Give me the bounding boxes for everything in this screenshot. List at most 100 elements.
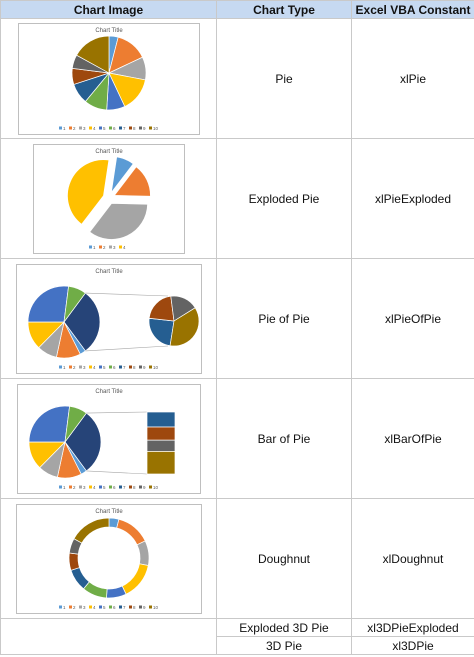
legend-swatch [78, 485, 82, 488]
image-cell: Chart Title 1 2 3 4 [0, 138, 217, 259]
chart-type-cell: Doughnut [216, 498, 352, 619]
legend-swatch [108, 365, 112, 368]
chart-type-cell: Exploded 3D Pie [216, 618, 352, 637]
legend-swatch [128, 365, 132, 368]
legend-label: 7 [123, 125, 126, 130]
pie-slice [88, 202, 148, 240]
legend-swatch [148, 485, 152, 488]
legend-label: 3 [83, 484, 86, 489]
legend-label: 6 [113, 125, 116, 130]
legend-swatch [98, 605, 102, 608]
legend-swatch [98, 485, 102, 488]
pie-slice [169, 306, 199, 346]
legend-swatch [138, 485, 142, 488]
legend-label: 1 [93, 244, 96, 249]
table-row: Exploded 3D Pie xl3DPieExploded [0, 618, 474, 655]
legend-label: 3 [113, 244, 116, 249]
legend-label: 7 [123, 364, 126, 369]
table-row: Chart Title 1 2 3 4 5 6 7 8 9 10 Pie of Pie xlPieOfP… [0, 258, 474, 379]
table-row: 3D Pie xl3DPie [1, 636, 474, 655]
legend-swatch [78, 365, 82, 368]
thumbnail-title: Chart Title [95, 28, 123, 34]
constant-cell: xlBarOfPie [351, 378, 474, 499]
pie-slice [72, 517, 109, 544]
legend-label: 2 [103, 244, 106, 249]
table-row: Chart Title 1 2 3 4 Exploded Pie xlPieExploded [0, 138, 474, 259]
legend-label: 9 [143, 604, 146, 609]
pie-slice [113, 165, 151, 197]
table-row: Chart Title 1 2 3 4 5 6 7 8 9 10 Bar of Pie xlBarOfP… [0, 378, 474, 499]
legend-label: 8 [133, 125, 136, 130]
chart-thumbnail: Chart Title 1 2 3 4 5 6 7 8 9 10 [15, 263, 202, 374]
constant-cell: xlPie [351, 18, 474, 139]
legend-swatch [128, 485, 132, 488]
legend-label: 5 [103, 604, 106, 609]
chart-thumbnail: Chart Title 1 2 3 4 [32, 143, 185, 254]
legend-swatch [78, 605, 82, 608]
header-row: Chart Image Chart Type Excel VBA Constan… [0, 0, 474, 19]
legend-label: 6 [113, 484, 116, 489]
legend-label: 8 [133, 364, 136, 369]
thumbnail-title: Chart Title [95, 389, 123, 395]
legend-swatch [58, 365, 62, 368]
pie-slice [28, 405, 70, 442]
legend-swatch [108, 485, 112, 488]
connector [84, 345, 168, 351]
legend-label: 4 [93, 484, 96, 489]
legend-swatch [138, 605, 142, 608]
legend-swatch [148, 126, 152, 129]
pie-slice [62, 285, 86, 323]
legend-swatch [118, 365, 122, 368]
legend-swatch [88, 245, 92, 248]
legend-label: 10 [153, 364, 159, 369]
constant-cell: xl3DPieExploded [351, 618, 474, 637]
thumbnail-title: Chart Title [95, 269, 123, 275]
legend-swatch [108, 605, 112, 608]
legend-swatch [98, 365, 102, 368]
legend-label: 4 [93, 125, 96, 130]
pie-slice [148, 317, 174, 346]
legend-swatch [68, 126, 72, 129]
legend-swatch [148, 605, 152, 608]
chart-type-cell: Pie [216, 18, 352, 139]
legend-label: 4 [123, 244, 126, 249]
pie-slice [63, 405, 87, 443]
legend-swatch [148, 365, 152, 368]
pie-slice [110, 155, 134, 193]
pie-slice-other [64, 412, 101, 471]
legend-swatch [68, 605, 72, 608]
header-cell: Chart Image [0, 0, 217, 19]
pie-slice-other [63, 292, 100, 351]
legend-swatch [58, 126, 62, 129]
legend-swatch [68, 365, 72, 368]
legend-label: 2 [73, 484, 76, 489]
legend-label: 2 [73, 125, 76, 130]
legend-swatch [88, 365, 92, 368]
bar-segment [146, 450, 175, 474]
legend-swatch [118, 245, 122, 248]
chart-type-cell: Bar of Pie [216, 378, 352, 499]
legend-swatch [78, 126, 82, 129]
legend-swatch [138, 365, 142, 368]
legend-swatch [68, 485, 72, 488]
legend-label: 4 [93, 364, 96, 369]
image-cell: Chart Title 1 2 3 4 5 6 7 8 9 10 [0, 18, 217, 139]
bar-segment [146, 439, 175, 452]
legend-swatch [128, 605, 132, 608]
legend-label: 1 [63, 484, 66, 489]
bar-segment [146, 426, 175, 441]
pie-slice [75, 35, 109, 74]
chart-thumbnail: Chart Title 1 2 3 4 5 6 7 8 9 10 [17, 22, 200, 135]
legend-label: 10 [153, 484, 159, 489]
legend-label: 6 [113, 604, 116, 609]
legend-swatch [108, 245, 112, 248]
chart-type-cell: Pie of Pie [216, 258, 352, 379]
image-cell: Chart Title 1 2 3 4 5 6 7 8 9 10 [0, 498, 217, 619]
legend-swatch [58, 485, 62, 488]
chart-thumbnail: Chart Title 1 2 3 4 5 6 7 8 9 10 [15, 503, 202, 614]
legend-label: 10 [153, 604, 159, 609]
chart-type-cell: 3D Pie [216, 636, 352, 655]
legend-label: 9 [143, 125, 146, 130]
header-cell: Chart Type [216, 0, 352, 19]
